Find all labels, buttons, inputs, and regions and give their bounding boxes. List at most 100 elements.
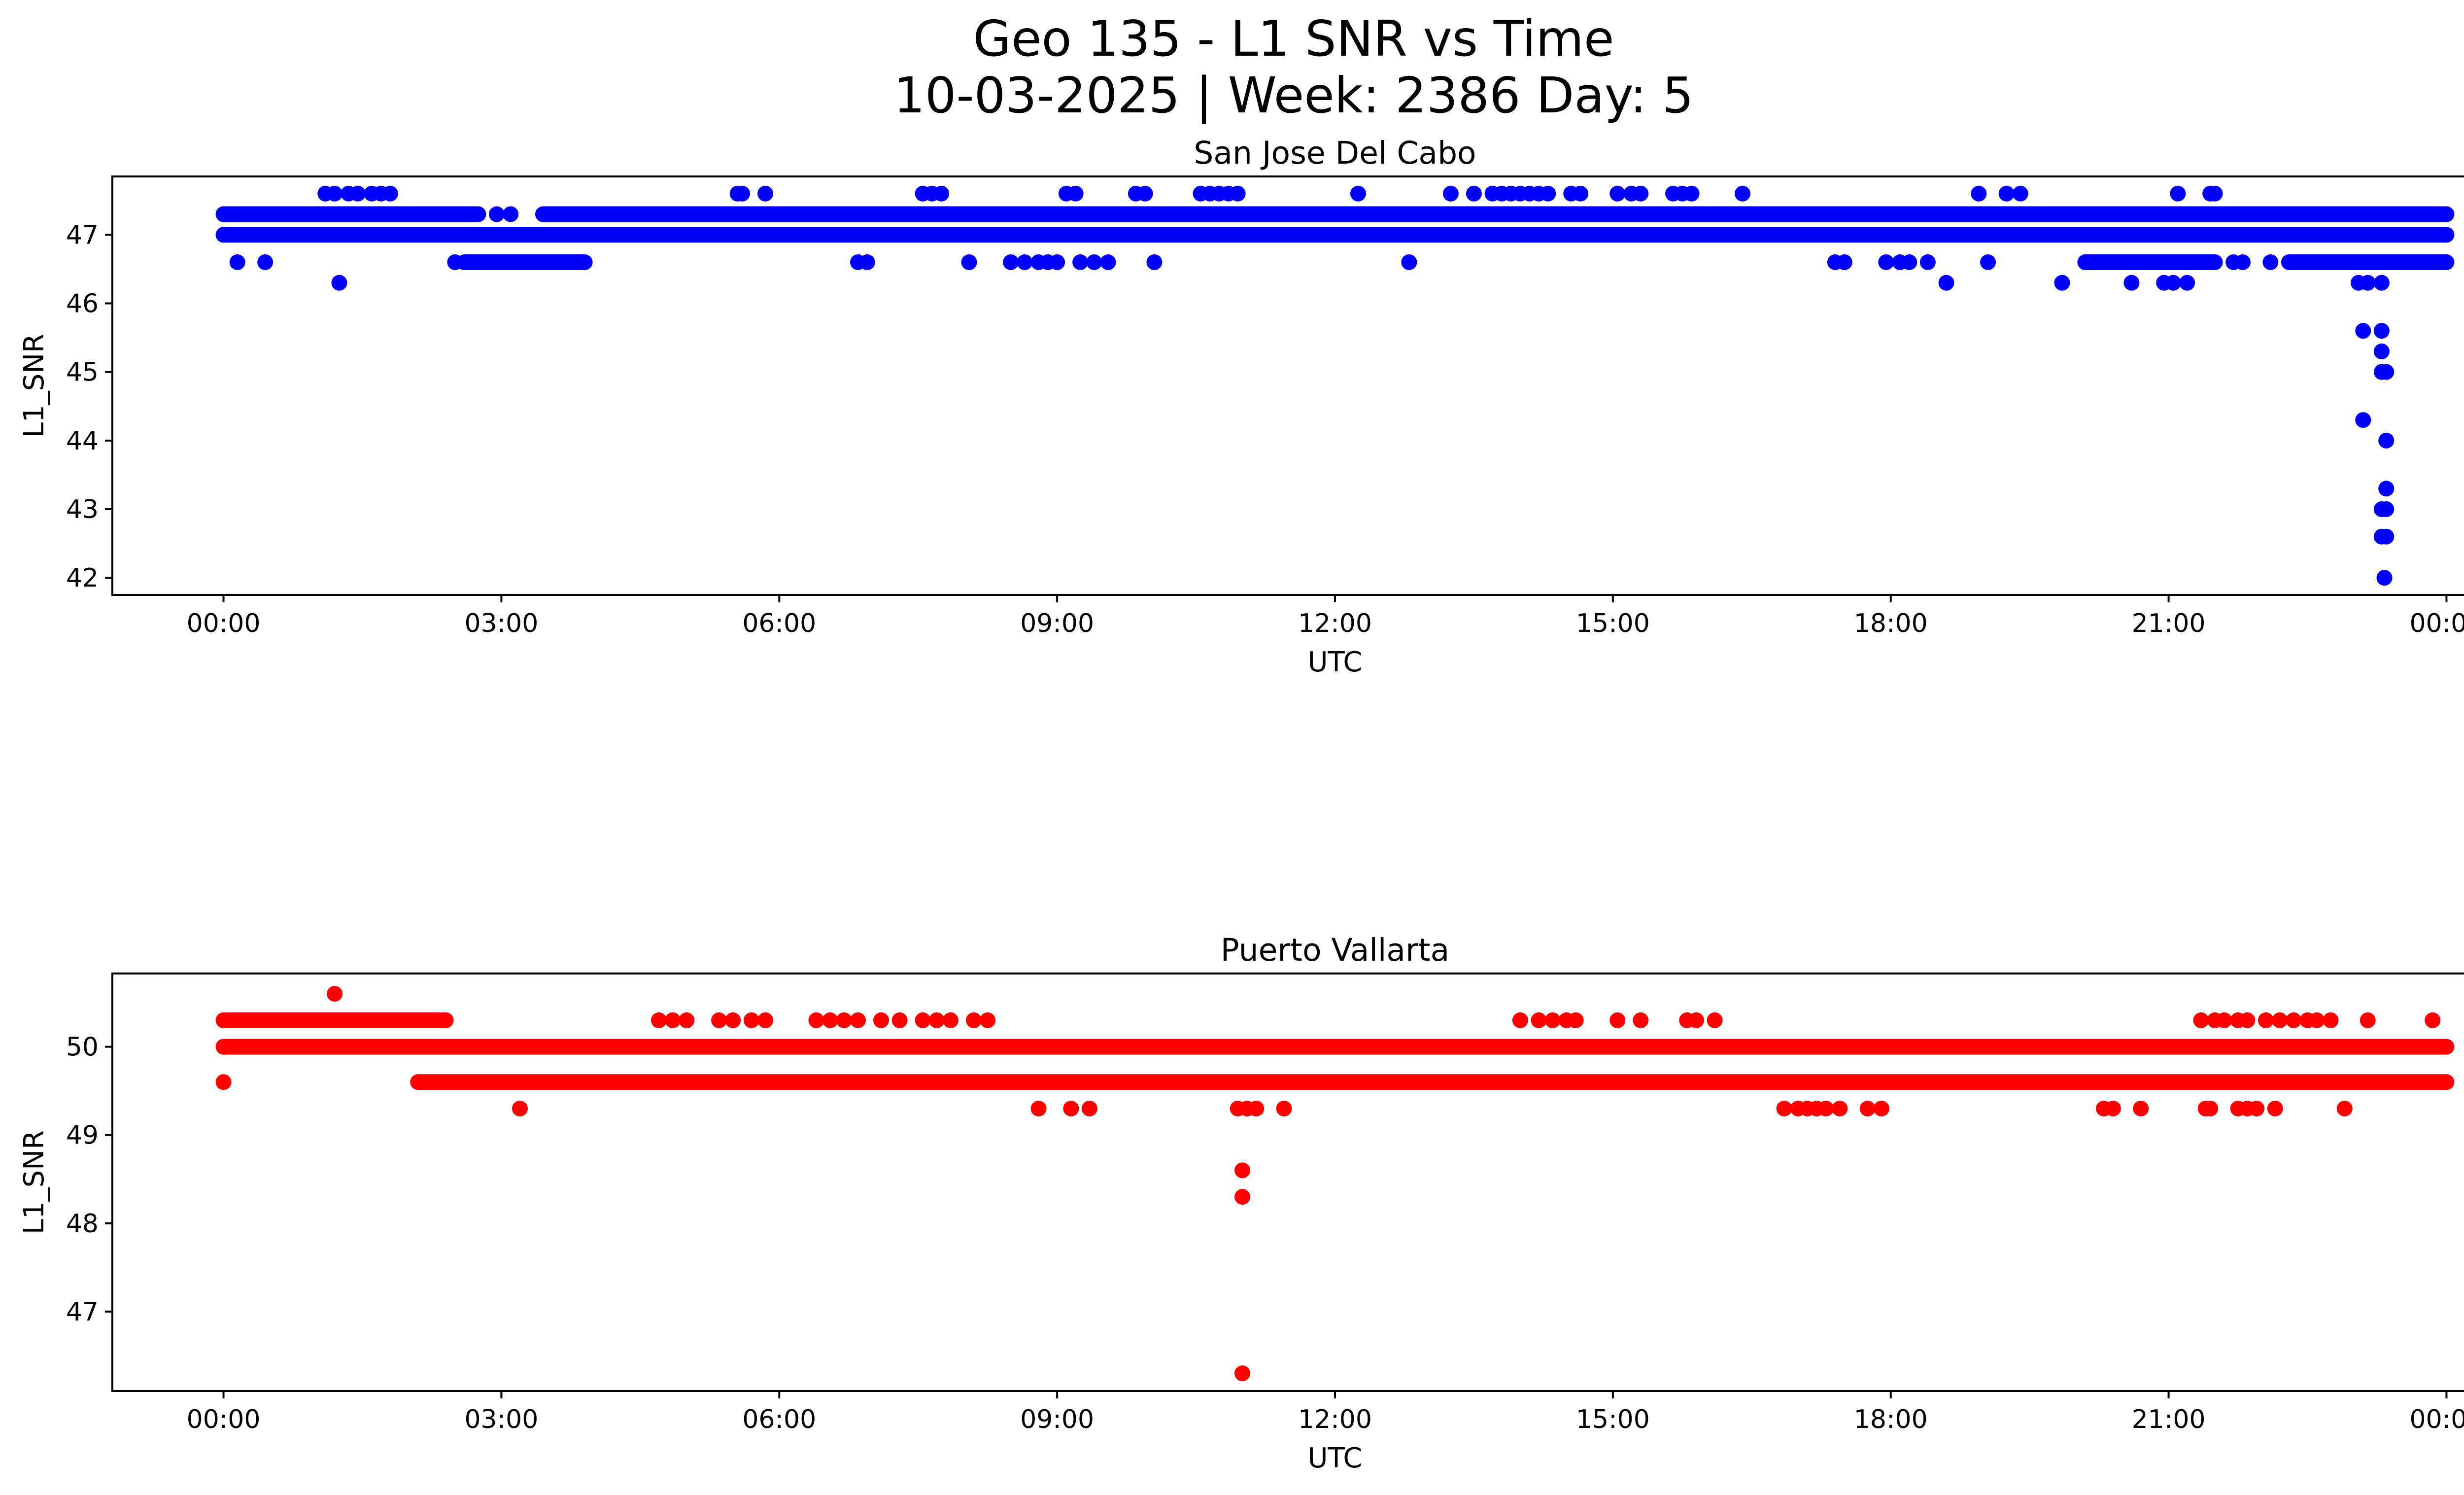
puerto-vallarta-data-point (2105, 1100, 2121, 1116)
puerto-vallarta-data-point (1276, 1100, 1292, 1116)
puerto-vallarta-data-point (942, 1012, 958, 1028)
san-jose-del-cabo-x-tick-label: 15:00 (1576, 609, 1650, 638)
puerto-vallarta-data-point (1859, 1100, 1876, 1116)
puerto-vallarta-data-point (1818, 1100, 1834, 1116)
puerto-vallarta-data-point (2286, 1012, 2302, 1028)
puerto-vallarta-y-tick-label: 48 (66, 1209, 99, 1239)
puerto-vallarta-data-point (965, 1012, 982, 1028)
puerto-vallarta-data-point (1248, 1100, 1265, 1116)
san-jose-del-cabo-data-point (2396, 206, 2413, 222)
puerto-vallarta-data-point (915, 1012, 931, 1028)
puerto-vallarta-data-point (1776, 1100, 1792, 1116)
puerto-vallarta-y-tick-label: 49 (66, 1121, 99, 1150)
san-jose-del-cabo-data-point (1466, 185, 1482, 202)
san-jose-del-cabo-x-tick-label: 00:00 (2410, 609, 2464, 638)
san-jose-del-cabo-data-point (1971, 185, 1987, 202)
puerto-vallarta-data-point (891, 1012, 908, 1028)
san-jose-del-cabo-data-point (2355, 412, 2371, 428)
san-jose-del-cabo-x-tick-label: 12:00 (1298, 609, 1372, 638)
puerto-vallarta-data-point (1030, 1100, 1047, 1116)
san-jose-del-cabo-data-point (2054, 275, 2070, 291)
san-jose-del-cabo-data-point (1878, 254, 1894, 270)
san-jose-del-cabo-data-point (2170, 185, 2186, 202)
puerto-vallarta-x-tick-label: 15:00 (1576, 1405, 1650, 1434)
puerto-vallarta-x-axis-label: UTC (1307, 1442, 1362, 1474)
puerto-vallarta-data-point (873, 1012, 890, 1028)
san-jose-del-cabo-data-point (1003, 254, 1019, 270)
san-jose-del-cabo-y-tick-label: 45 (66, 358, 99, 387)
san-jose-del-cabo-x-tick-label: 06:00 (742, 609, 816, 638)
puerto-vallarta-x-tick-label: 09:00 (1020, 1405, 1094, 1434)
puerto-vallarta-data-point (2267, 1100, 2283, 1116)
puerto-vallarta-data-point (757, 1012, 774, 1028)
puerto-vallarta-data-point (2272, 1012, 2288, 1028)
san-jose-del-cabo-data-point (1998, 185, 2015, 202)
puerto-vallarta-data-point (650, 1012, 667, 1028)
san-jose-del-cabo-data-point (2360, 275, 2376, 291)
puerto-vallarta-y-axis-label: L1_SNR (18, 1130, 50, 1234)
puerto-vallarta-data-point (1873, 1100, 1889, 1116)
san-jose-del-cabo-data-point (2165, 275, 2181, 291)
san-jose-del-cabo-data-point (1901, 254, 1917, 270)
puerto-vallarta-data-point (1544, 1012, 1561, 1028)
san-jose-del-cabo-x-tick-label: 18:00 (1854, 609, 1928, 638)
puerto-vallarta-data-point (215, 1074, 232, 1090)
puerto-vallarta-data-point (1234, 1162, 1251, 1179)
san-jose-del-cabo-y-tick-label: 42 (66, 563, 99, 593)
puerto-vallarta-data-point (928, 1012, 945, 1028)
puerto-vallarta-data-point (665, 1012, 681, 1028)
puerto-vallarta-data-point (1688, 1012, 1705, 1028)
san-jose-del-cabo-data-point (2434, 206, 2450, 222)
chart-san-jose-del-cabo: San Jose Del Cabo 00:00 03:00 06:00 09:00 12:… (18, 135, 2464, 678)
san-jose-del-cabo-x-tick-label: 03:00 (464, 609, 538, 638)
puerto-vallarta-data-point (850, 1012, 866, 1028)
puerto-vallarta-axes-frame (111, 973, 2464, 1392)
san-jose-del-cabo-y-tick-label: 47 (66, 220, 99, 250)
puerto-vallarta-data-point (808, 1012, 824, 1028)
puerto-vallarta-x-tick-label: 00:00 (2410, 1405, 2464, 1434)
puerto-vallarta-x-tick-label: 00:00 (187, 1405, 261, 1434)
san-jose-del-cabo-title: San Jose Del Cabo (1194, 135, 1476, 171)
puerto-vallarta-data-point (1707, 1012, 1723, 1028)
puerto-vallarta-data-point (836, 1012, 852, 1028)
san-jose-del-cabo-data-point (933, 185, 950, 202)
san-jose-del-cabo-data-point (229, 254, 245, 270)
puerto-vallarta-data-point (1832, 1100, 1848, 1116)
puerto-vallarta-x-tick-label: 18:00 (1854, 1405, 1928, 1434)
san-jose-del-cabo-data-point (1049, 254, 1065, 270)
puerto-vallarta-x-tick-label: 06:00 (742, 1405, 816, 1434)
puerto-vallarta-data-point (2258, 1012, 2274, 1028)
san-jose-del-cabo-data-point (1350, 185, 1366, 202)
san-jose-del-cabo-data-point (1573, 185, 1589, 202)
san-jose-del-cabo-x-axis-label: UTC (1307, 646, 1362, 678)
san-jose-del-cabo-data-point (1100, 254, 1116, 270)
puerto-vallarta-data-point (1081, 1100, 1097, 1116)
san-jose-del-cabo-data-point (1137, 185, 1153, 202)
puerto-vallarta-data-point (2249, 1100, 2265, 1116)
san-jose-del-cabo-data-point (1146, 254, 1163, 270)
puerto-vallarta-data-point (1633, 1012, 1649, 1028)
puerto-vallarta-data-point (679, 1012, 695, 1028)
san-jose-del-cabo-data-point (859, 254, 875, 270)
san-jose-del-cabo-data-point (1072, 254, 1089, 270)
puerto-vallarta-data-point (2202, 1100, 2219, 1116)
san-jose-del-cabo-data-point (1017, 254, 1033, 270)
puerto-vallarta-data-point (512, 1100, 528, 1116)
puerto-vallarta-x-tick-label: 21:00 (2132, 1405, 2206, 1434)
san-jose-del-cabo-data-point (1442, 185, 1459, 202)
puerto-vallarta-data-point (1234, 1189, 1251, 1205)
san-jose-del-cabo-data-point (1540, 185, 1556, 202)
san-jose-del-cabo-data-point (331, 275, 347, 291)
puerto-vallarta-data-point (2336, 1100, 2353, 1116)
san-jose-del-cabo-data-point (2346, 206, 2362, 222)
puerto-vallarta-y-tick-label: 47 (66, 1297, 99, 1327)
san-jose-del-cabo-data-point (2373, 323, 2390, 339)
san-jose-del-cabo-data-point (489, 206, 505, 222)
puerto-vallarta-data-point (2216, 1012, 2232, 1028)
san-jose-del-cabo-data-point (961, 254, 977, 270)
san-jose-del-cabo-data-point (757, 185, 774, 202)
san-jose-del-cabo-data-point (2179, 275, 2195, 291)
puerto-vallarta-data-point (1568, 1012, 1584, 1028)
san-jose-del-cabo-y-tick-label: 44 (66, 426, 99, 456)
san-jose-del-cabo-data-point (2378, 481, 2395, 497)
